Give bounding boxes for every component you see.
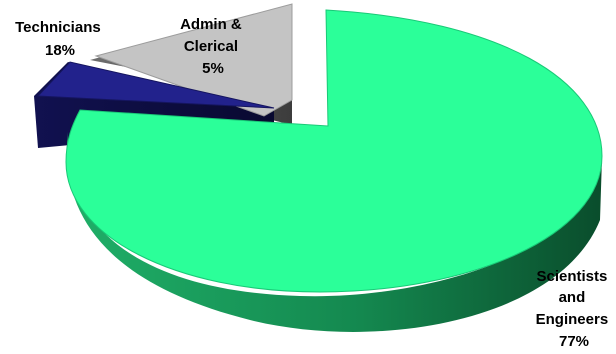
slice-label-scientists: Scientists and Engineers 77% [536,268,613,350]
slice-label-technicians: Technicians 18% [15,19,105,59]
slice-label-admin: Admin & Clerical 5% [180,16,246,77]
slice-scientists [65,9,603,293]
slice-side-scientists [66,132,602,332]
slice-technicians [36,61,275,109]
